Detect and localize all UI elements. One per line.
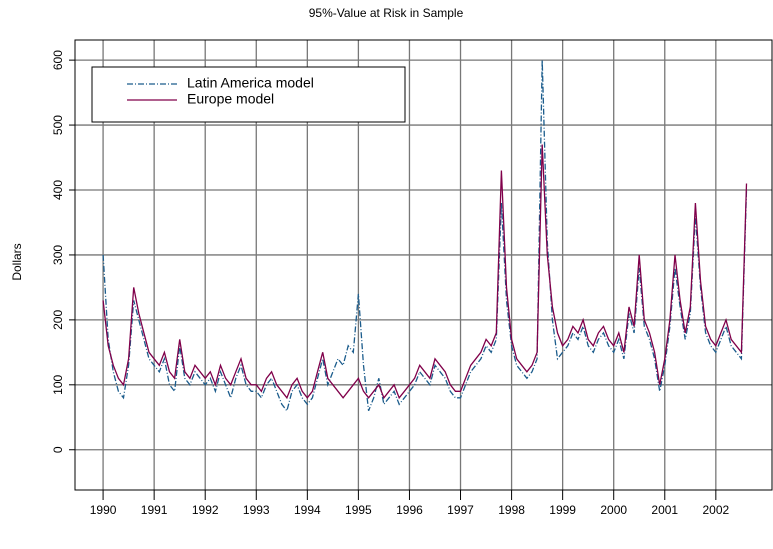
x-tick-label: 1990 (90, 503, 117, 517)
x-tick-label: 2002 (702, 503, 729, 517)
y-tick-label: 500 (51, 115, 65, 135)
y-tick-label: 0 (51, 446, 65, 453)
x-tick-label: 1999 (549, 503, 576, 517)
y-axis-label: Dollars (10, 243, 24, 280)
x-tick-label: 1997 (447, 503, 474, 517)
x-tick-label: 1993 (243, 503, 270, 517)
y-tick-label: 400 (51, 180, 65, 200)
x-tick-label: 1995 (345, 503, 372, 517)
y-tick-label: 100 (51, 374, 65, 394)
x-tick-label: 1994 (294, 503, 321, 517)
y-tick-label: 600 (51, 50, 65, 70)
legend-label: Latin America model (187, 75, 314, 91)
y-tick-label: 300 (51, 245, 65, 265)
x-tick-label: 1992 (192, 503, 219, 517)
x-tick-label: 1996 (396, 503, 423, 517)
legend-label: Europe model (187, 91, 274, 107)
x-tick-label: 1991 (141, 503, 168, 517)
x-tick-label: 2000 (600, 503, 627, 517)
chart-title: 95%-Value at Risk in Sample (309, 6, 464, 20)
plot-frame (74, 39, 773, 491)
x-tick-label: 2001 (651, 503, 678, 517)
y-tick-label: 200 (51, 310, 65, 330)
x-tick-label: 1998 (498, 503, 525, 517)
series-line (102, 60, 748, 413)
series-line (102, 144, 748, 400)
legend-box (91, 66, 406, 123)
